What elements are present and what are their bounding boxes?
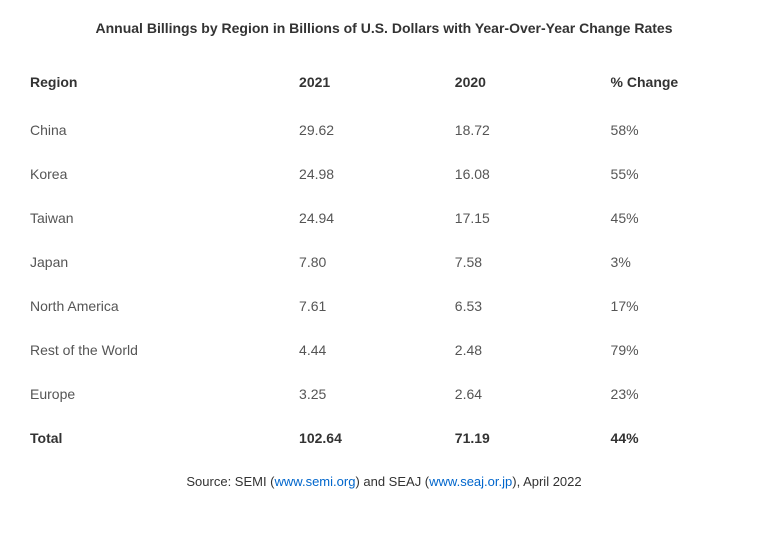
- table-total-row: Total 102.64 71.19 44%: [30, 416, 738, 460]
- cell-change: 45%: [611, 196, 738, 240]
- cell-region: Korea: [30, 152, 299, 196]
- footer-mid: ) and SEAJ (: [355, 474, 429, 489]
- cell-region: Europe: [30, 372, 299, 416]
- cell-2021: 3.25: [299, 372, 455, 416]
- cell-change: 17%: [611, 284, 738, 328]
- footer-prefix: Source: SEMI (: [186, 474, 274, 489]
- cell-2020: 2.48: [455, 328, 611, 372]
- cell-2020: 7.58: [455, 240, 611, 284]
- cell-region: North America: [30, 284, 299, 328]
- header-change: % Change: [611, 64, 738, 108]
- cell-2021: 24.98: [299, 152, 455, 196]
- cell-2021: 7.80: [299, 240, 455, 284]
- cell-2020: 18.72: [455, 108, 611, 152]
- cell-change: 58%: [611, 108, 738, 152]
- cell-2020: 2.64: [455, 372, 611, 416]
- cell-region: China: [30, 108, 299, 152]
- table-row: North America 7.61 6.53 17%: [30, 284, 738, 328]
- cell-2021: 24.94: [299, 196, 455, 240]
- cell-2020: 17.15: [455, 196, 611, 240]
- link-seaj[interactable]: www.seaj.or.jp: [429, 474, 512, 489]
- header-region: Region: [30, 64, 299, 108]
- header-2020: 2020: [455, 64, 611, 108]
- cell-total-2021: 102.64: [299, 416, 455, 460]
- cell-2021: 7.61: [299, 284, 455, 328]
- cell-change: 55%: [611, 152, 738, 196]
- footer-suffix: ), April 2022: [512, 474, 581, 489]
- cell-2021: 4.44: [299, 328, 455, 372]
- header-2021: 2021: [299, 64, 455, 108]
- cell-total-region: Total: [30, 416, 299, 460]
- table-row: Korea 24.98 16.08 55%: [30, 152, 738, 196]
- table-row: Rest of the World 4.44 2.48 79%: [30, 328, 738, 372]
- cell-2021: 29.62: [299, 108, 455, 152]
- table-row: China 29.62 18.72 58%: [30, 108, 738, 152]
- table-row: Taiwan 24.94 17.15 45%: [30, 196, 738, 240]
- cell-region: Japan: [30, 240, 299, 284]
- cell-region: Rest of the World: [30, 328, 299, 372]
- link-semi[interactable]: www.semi.org: [275, 474, 356, 489]
- table-title: Annual Billings by Region in Billions of…: [30, 20, 738, 36]
- table-header-row: Region 2021 2020 % Change: [30, 64, 738, 108]
- cell-change: 3%: [611, 240, 738, 284]
- cell-change: 79%: [611, 328, 738, 372]
- cell-change: 23%: [611, 372, 738, 416]
- table-row: Europe 3.25 2.64 23%: [30, 372, 738, 416]
- cell-total-change: 44%: [611, 416, 738, 460]
- source-footer: Source: SEMI (www.semi.org) and SEAJ (ww…: [30, 474, 738, 489]
- billings-table: Region 2021 2020 % Change China 29.62 18…: [30, 64, 738, 460]
- cell-2020: 16.08: [455, 152, 611, 196]
- table-row: Japan 7.80 7.58 3%: [30, 240, 738, 284]
- cell-region: Taiwan: [30, 196, 299, 240]
- cell-2020: 6.53: [455, 284, 611, 328]
- cell-total-2020: 71.19: [455, 416, 611, 460]
